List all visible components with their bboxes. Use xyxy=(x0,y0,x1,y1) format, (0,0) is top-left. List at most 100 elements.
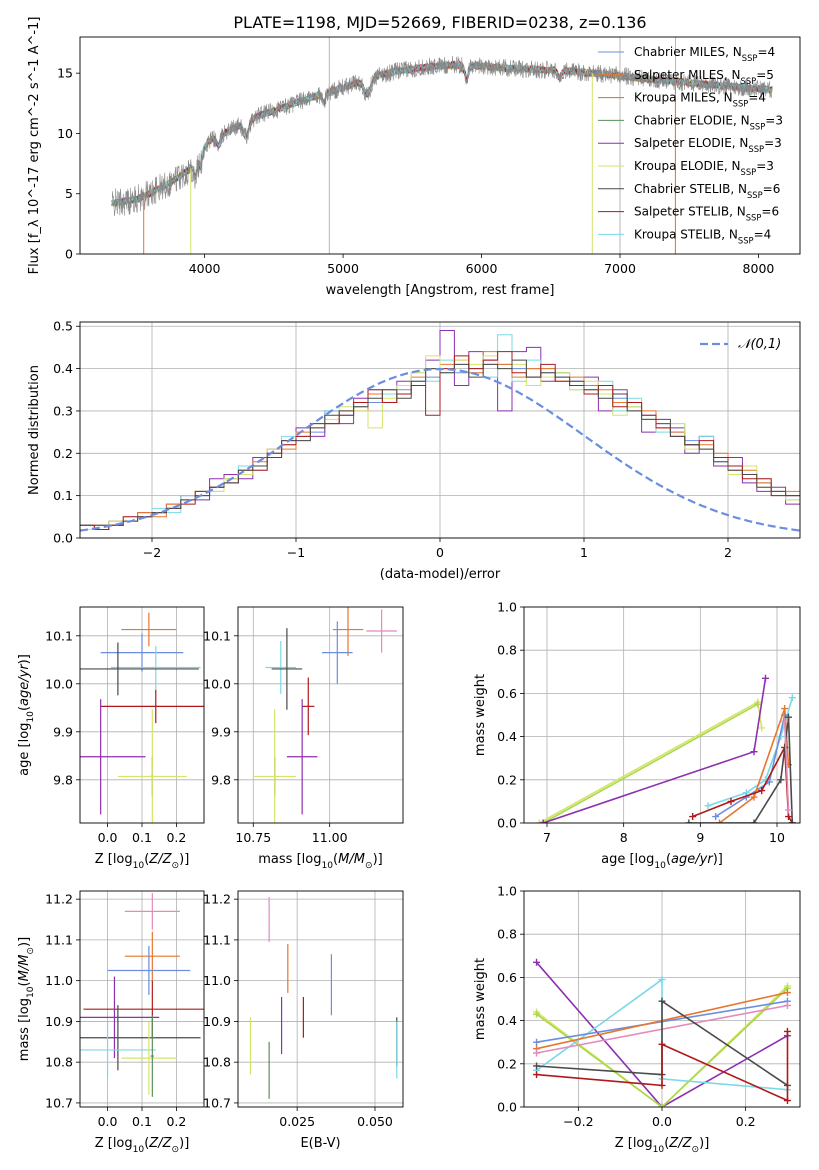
legend-label: Salpeter MILES, NSSP=5 xyxy=(634,68,774,86)
mass-weight-marker xyxy=(704,802,712,810)
plot-area-mw_vs_age xyxy=(535,674,796,823)
mass-weight-marker xyxy=(658,976,666,984)
mass-weight-line xyxy=(542,703,759,823)
axes-frame xyxy=(237,890,404,1108)
mass-weight-marker xyxy=(781,705,789,713)
x-axis-label: age [log10(age/yr)] xyxy=(601,852,723,871)
y-tick-label: 5 xyxy=(65,186,73,201)
mass-weight-marker xyxy=(788,819,796,823)
y-tick-label: 0.3 xyxy=(53,403,73,418)
axes-mw_vs_z: −0.2 0.0 0.2 0.0 0.2 0.4 0.6 0.8 1.0 Z [log10(Z/Z… xyxy=(473,884,801,1155)
x-tick-label: 0.2 xyxy=(166,1114,186,1129)
mass-weight-line xyxy=(783,721,790,811)
x-tick-label: 10 xyxy=(769,830,785,845)
mass-weight-marker xyxy=(788,694,796,702)
axes-mass_vs_z: 0.0 0.1 0.2 10.7 10.8 10.9 11.0 11.1 11.2 Z [log1… xyxy=(17,890,205,1155)
plot-area-age_vs_mass xyxy=(253,607,397,823)
mass-weight-line xyxy=(536,985,789,1107)
plot-area-mass_vs_z xyxy=(80,893,204,1097)
mass-weight-marker xyxy=(783,1001,791,1009)
x-tick-label: 0.0 xyxy=(98,1114,118,1129)
mass-weight-marker xyxy=(777,776,785,784)
x-tick-label: 0.050 xyxy=(357,1114,393,1129)
gaussian-curve xyxy=(80,367,800,532)
y-tick-label: 11.2 xyxy=(203,892,231,907)
x-axis-label: Z [log10(Z/Z⊙)] xyxy=(95,852,190,871)
y-axis-label: mass weight xyxy=(473,674,488,756)
axes-residuals: −2 −1 0 1 2 0.0 0.1 0.2 0.3 0.4 0.5 (data-model)/er… xyxy=(27,319,801,582)
y-tick-label: 0.0 xyxy=(53,531,73,546)
y-tick-label: 9.9 xyxy=(53,724,73,739)
mass-weight-marker xyxy=(689,813,697,821)
y-tick-label: 0.5 xyxy=(53,319,73,334)
y-tick-label: 10.0 xyxy=(45,676,73,691)
y-tick-label: 9.8 xyxy=(53,772,73,787)
legend-label: 𝒩(0,1) xyxy=(738,337,781,352)
legend-label: Salpeter STELIB, NSSP=6 xyxy=(634,205,779,223)
y-tick-label: 0.4 xyxy=(497,729,517,744)
x-tick-label: 4000 xyxy=(189,261,221,276)
y-tick-label: 10.9 xyxy=(203,1014,231,1029)
axes-frame xyxy=(79,36,801,255)
axes-mass_vs_ebv: 0.025 0.050 10.7 10.8 10.9 11.0 11.1 11.2 E(B-V) xyxy=(203,890,404,1151)
axes-age_vs_mass: 10.75 11.00 9.8 9.9 10.0 10.1 mass [log10(M/M⊙… xyxy=(203,606,404,871)
mass-weight-marker xyxy=(783,1027,791,1035)
x-tick-label: 8000 xyxy=(743,261,775,276)
legend-label: Kroupa STELIB, NSSP=4 xyxy=(634,227,771,245)
plot-area-mass_vs_ebv xyxy=(249,897,398,1099)
y-tick-label: 0.0 xyxy=(497,1100,517,1115)
y-tick-label: 0.1 xyxy=(53,488,73,503)
plot-area-mw_vs_z xyxy=(533,958,791,1107)
x-tick-label: 0.1 xyxy=(132,1114,152,1129)
y-tick-label: 10.7 xyxy=(203,1095,231,1110)
x-axis-label: (data-model)/error xyxy=(380,567,501,582)
y-tick-label: 0.8 xyxy=(497,643,517,658)
x-tick-label: 0 xyxy=(436,545,444,560)
axes-mw_vs_age: 7 8 9 10 0.0 0.2 0.4 0.6 0.8 1.0 age [log10(age/yr… xyxy=(473,600,801,871)
y-tick-label: 0 xyxy=(65,247,73,262)
y-tick-label: 0.4 xyxy=(497,1013,517,1028)
y-axis-label: age [log10(age/yr)] xyxy=(17,654,36,776)
y-axis-label: mass [log10(M/M⊙)] xyxy=(17,937,36,1061)
y-tick-label: 1.0 xyxy=(497,600,517,615)
mass-weight-marker xyxy=(727,797,735,805)
y-tick-label: 10.7 xyxy=(45,1095,73,1110)
x-tick-label: 7000 xyxy=(604,261,636,276)
axes-spectrum: 4000 5000 6000 7000 8000 0 5 10 15 wavelength [An… xyxy=(27,17,801,298)
axes-frame xyxy=(523,606,801,824)
mass-weight-marker xyxy=(750,793,758,801)
axes-frame xyxy=(79,606,205,824)
mass-weight-marker xyxy=(762,674,769,682)
x-tick-label: 0.025 xyxy=(279,1114,315,1129)
mass-weight-marker xyxy=(535,819,543,823)
mass-weight-marker xyxy=(533,1071,541,1079)
y-tick-label: 0.6 xyxy=(497,970,517,985)
x-tick-label: −1 xyxy=(287,545,305,560)
y-tick-label: 9.8 xyxy=(211,772,231,787)
mass-weight-marker xyxy=(716,819,723,823)
y-tick-label: 0.4 xyxy=(53,361,73,376)
y-tick-label: 0.2 xyxy=(497,1056,517,1071)
x-axis-label: wavelength [Angstrom, rest frame] xyxy=(326,283,555,298)
x-tick-label: 10.75 xyxy=(235,830,271,845)
mass-weight-marker xyxy=(658,1081,666,1089)
mass-weight-marker xyxy=(785,813,792,821)
axes-frame xyxy=(79,890,205,1108)
y-tick-label: 0.2 xyxy=(497,772,517,787)
mass-weight-marker xyxy=(539,819,547,823)
legend-label: Kroupa MILES, NSSP=4 xyxy=(634,91,766,109)
x-axis-label: Z [log10(Z/Z⊙)] xyxy=(615,1136,710,1155)
y-tick-label: 10.1 xyxy=(203,628,231,643)
x-tick-label: −0.2 xyxy=(563,1114,593,1129)
legend-label: Kroupa ELODIE, NSSP=3 xyxy=(634,159,774,177)
mass-weight-line xyxy=(719,708,790,823)
y-tick-label: 10.8 xyxy=(45,1055,73,1070)
y-tick-label: 11.2 xyxy=(45,892,73,907)
mass-weight-marker xyxy=(533,1049,541,1057)
mass-weight-marker xyxy=(658,997,666,1005)
axes-age_vs_z: 0.0 0.1 0.2 9.8 9.9 10.0 10.1 Z [log10(Z/Z⊙)] ag… xyxy=(17,606,205,871)
mass-weight-marker xyxy=(783,1097,791,1105)
mass-weight-marker xyxy=(783,989,791,997)
mass-weight-marker xyxy=(754,700,762,708)
x-tick-label: 1 xyxy=(580,545,588,560)
